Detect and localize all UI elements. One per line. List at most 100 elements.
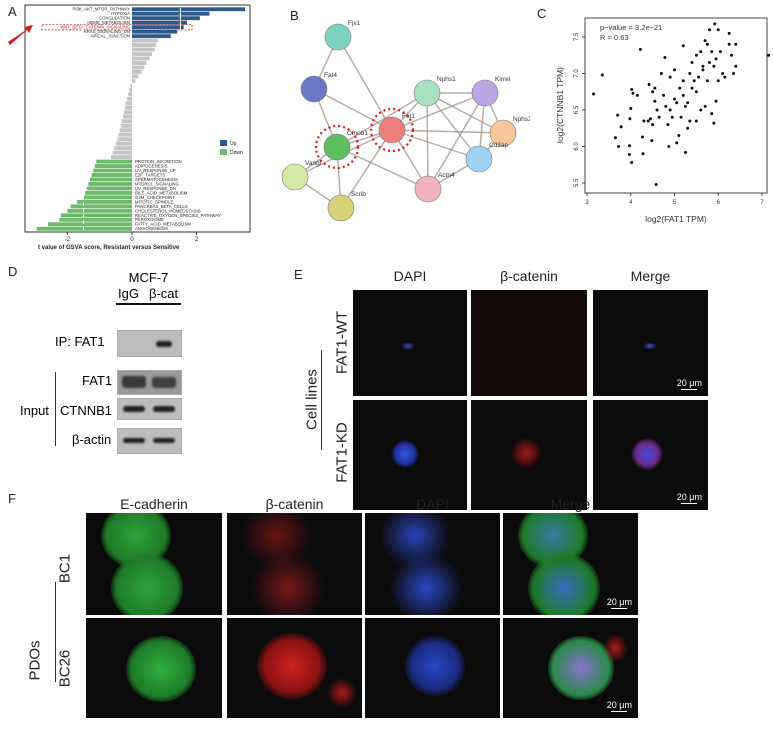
data-point xyxy=(701,68,705,72)
data-point xyxy=(629,107,633,111)
network-node-label: Vangl xyxy=(305,160,322,167)
data-point xyxy=(678,86,682,90)
network-node xyxy=(300,75,328,103)
network-node-label: Kirrel xyxy=(495,76,511,83)
data-point xyxy=(659,72,663,75)
blot-row-fat1: FAT1 xyxy=(82,373,113,388)
network-node-label: Scrib xyxy=(351,191,366,198)
micrograph-wt-merge: 20 μm xyxy=(593,290,708,396)
data-point xyxy=(641,135,645,139)
highlight-circle xyxy=(314,124,360,170)
bar xyxy=(125,101,132,106)
data-point xyxy=(673,97,676,101)
data-point xyxy=(657,115,661,119)
network-edge xyxy=(391,129,504,134)
x-tick-label: 4 xyxy=(629,200,633,206)
x-tick-label: 6 xyxy=(717,200,721,206)
bar xyxy=(132,61,147,65)
data-point xyxy=(712,64,716,68)
scale-bar: 20 μm xyxy=(606,700,632,710)
network-edge xyxy=(426,92,480,160)
data-point xyxy=(679,115,683,119)
data-point xyxy=(699,50,703,54)
data-point xyxy=(655,108,659,112)
data-point xyxy=(688,72,692,75)
bar xyxy=(118,132,132,137)
data-point xyxy=(729,53,733,57)
network-edge xyxy=(426,92,429,190)
bar xyxy=(60,213,132,218)
data-point xyxy=(635,93,639,97)
bar xyxy=(59,217,133,222)
bar xyxy=(132,65,145,70)
micrograph-wt-bcatenin xyxy=(471,290,587,396)
data-point xyxy=(619,125,623,129)
data-point xyxy=(699,108,703,112)
network-node xyxy=(324,23,352,51)
network-node-label: Cd2ap xyxy=(489,142,509,149)
x-tick-label: 0 xyxy=(130,237,134,243)
data-point xyxy=(670,115,674,119)
bar xyxy=(132,16,200,21)
blot-row-bactin: β-actin xyxy=(72,432,112,447)
data-point xyxy=(675,141,679,145)
highlight-circle xyxy=(369,107,415,153)
data-point xyxy=(653,86,657,90)
network-node-label: Fat4 xyxy=(324,72,337,79)
data-point xyxy=(710,112,714,116)
x-tick-label: 2 xyxy=(195,237,199,243)
bar xyxy=(48,222,132,227)
micrograph-wt-dapi xyxy=(353,290,467,396)
network-node xyxy=(281,163,309,191)
x-tick-label: 5 xyxy=(673,200,677,206)
data-point xyxy=(714,99,718,103)
bar-label: HYPOXIA xyxy=(111,11,130,16)
micrograph-bc26-ecadherin xyxy=(86,618,222,718)
y-tick-label: 7.5 xyxy=(574,32,580,41)
y-tick-label: 7.0 xyxy=(574,69,580,78)
red-arrow-icon xyxy=(8,25,33,45)
data-point xyxy=(712,121,716,125)
bar xyxy=(132,20,187,25)
blot-beta-actin xyxy=(117,428,182,454)
stat-annotation: R = 0.63 xyxy=(600,33,629,42)
bar xyxy=(83,195,132,200)
lane-bar xyxy=(116,303,181,305)
data-point xyxy=(690,61,694,65)
gsva-x-axis-label: t value of GSVA score, Resistant versus … xyxy=(38,245,180,251)
bar xyxy=(132,56,150,61)
bar xyxy=(124,105,132,110)
data-point xyxy=(767,53,771,57)
data-point xyxy=(721,72,725,75)
correlation-scatter: 3 4 5 6 7 5.5 6.0 6.5 7.0 7.5 log2(FAT1 TPM) log2(C… xyxy=(555,17,771,224)
network-node xyxy=(378,116,406,144)
bar xyxy=(132,70,142,74)
f-col-dapi: DAPI xyxy=(416,496,449,512)
scale-bar: 20 μm xyxy=(676,378,702,388)
bar xyxy=(112,150,132,155)
bar xyxy=(120,123,132,128)
f-col-merge: Merge xyxy=(550,496,591,512)
data-point xyxy=(627,144,631,148)
data-point xyxy=(654,182,658,186)
bar xyxy=(67,208,132,213)
panel-label-e: E xyxy=(294,267,303,282)
bar xyxy=(85,190,132,195)
data-point xyxy=(648,117,652,121)
bar xyxy=(86,186,132,191)
network-node xyxy=(489,119,517,147)
bar xyxy=(77,199,132,204)
bar xyxy=(90,177,132,182)
micrograph-bc26-dapi xyxy=(365,618,500,718)
data-point xyxy=(690,86,694,90)
bar xyxy=(132,43,157,48)
data-point xyxy=(617,145,620,148)
data-point xyxy=(714,57,718,61)
data-point xyxy=(663,55,667,59)
bar-label: PROTEIN_SECRETION xyxy=(135,159,182,164)
bar-label: PEROXISOME xyxy=(135,217,164,222)
data-point xyxy=(694,53,698,57)
bar-label: KRAS_SIGNALING_DN xyxy=(84,29,130,34)
data-point xyxy=(681,79,685,83)
